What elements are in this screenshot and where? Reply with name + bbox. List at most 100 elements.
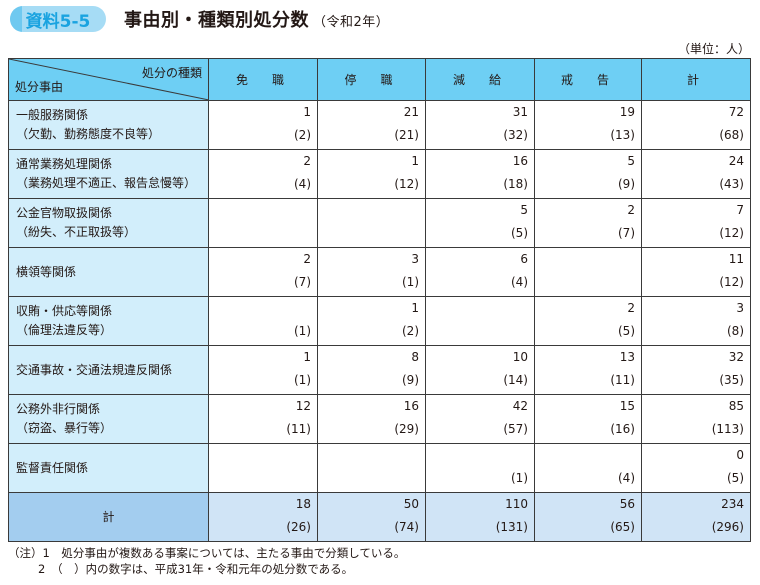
title-row: 資料5-5 事由別・種類別処分数 （令和2年）	[10, 6, 389, 32]
previous-count: (13)	[610, 128, 635, 142]
value-cell: 2 (5)	[534, 296, 642, 346]
value-cell: 5 (9)	[534, 149, 642, 199]
current-count: 32	[728, 350, 744, 364]
previous-count: (113)	[711, 422, 744, 436]
reason-cell: 一般服務関係 （欠勤、勤務態度不良等）	[8, 100, 209, 150]
previous-count: (9)	[618, 177, 635, 191]
current-count	[209, 444, 311, 467]
column-header: 計	[641, 58, 751, 101]
table-row: 公務外非行関係 （窃盗、暴行等） 12 (11) 16 (29) 42 (57) 15 (16) 8…	[8, 394, 751, 444]
reason-cell: 交通事故・交通法規違反関係	[8, 345, 209, 395]
reason-label1: 収賄・供応等関係	[16, 304, 113, 318]
current-count: 3	[411, 252, 419, 266]
value-cell: 1 (2)	[208, 100, 318, 150]
value-cell: 18 (26)	[208, 492, 318, 542]
current-count	[426, 444, 528, 467]
reason-label2: （倫理法違反等）	[16, 323, 113, 337]
reason-cell: 公務外非行関係 （窃盗、暴行等）	[8, 394, 209, 444]
previous-count: (5)	[727, 471, 744, 485]
previous-count: (12)	[719, 275, 744, 289]
value-cell: 7 (12)	[641, 198, 751, 248]
previous-count: (4)	[511, 275, 528, 289]
reason-label1: 交通事故・交通法規違反関係	[16, 362, 173, 377]
current-count	[209, 199, 311, 222]
previous-count: (29)	[394, 422, 419, 436]
table-row: 監督責任関係 (1) (4) 0 (5)	[8, 443, 751, 493]
current-count: 21	[403, 105, 419, 119]
current-count: 16	[512, 154, 528, 168]
previous-count: (2)	[294, 128, 311, 142]
previous-count: (8)	[727, 324, 744, 338]
current-count	[535, 248, 635, 271]
current-count: 11	[728, 252, 744, 266]
reason-cell: 通常業務処理関係 （業務処理不適正、報告怠慢等）	[8, 149, 209, 199]
value-cell: 24 (43)	[641, 149, 751, 199]
footnote-2: 2 （ ）内の数字は、平成31年・令和元年の処分数である。	[38, 562, 354, 576]
current-count	[426, 297, 528, 320]
corner-top-label: 処分の種類	[141, 66, 202, 80]
corner-bottom-label: 処分事由	[15, 80, 64, 94]
previous-count: (1)	[511, 471, 528, 485]
previous-count: (21)	[394, 128, 419, 142]
current-count: 110	[505, 497, 528, 511]
value-cell: (1)	[425, 443, 535, 493]
value-cell: 42 (57)	[425, 394, 535, 444]
previous-count: (4)	[294, 177, 311, 191]
table-row: 横領等関係 2 (7) 3 (1) 6 (4) 11 (12)	[8, 247, 751, 297]
page-title: 事由別・種類別処分数 （令和2年）	[124, 10, 390, 31]
current-count: 56	[619, 497, 635, 511]
current-count: 1	[411, 301, 419, 315]
value-cell: 72 (68)	[641, 100, 751, 150]
previous-count: (14)	[503, 373, 528, 387]
current-count: 31	[512, 105, 528, 119]
previous-count: (43)	[719, 177, 744, 191]
reason-label1: 通常業務処理関係	[16, 157, 113, 171]
previous-count: (68)	[719, 128, 744, 142]
value-cell	[534, 247, 642, 297]
column-header: 減 給	[425, 58, 535, 101]
value-cell: 85 (113)	[641, 394, 751, 444]
reason-label1: 監督責任関係	[16, 460, 89, 475]
value-cell: 8 (9)	[317, 345, 426, 395]
previous-count: (57)	[503, 422, 528, 436]
footnotes: （注）1 処分事由が複数ある事案については、主たる事由で分類している。 2 （ …	[8, 545, 405, 577]
current-count: 1	[303, 105, 311, 119]
total-row: 計 18 (26) 50 (74) 110 (131) 56 (65) 234 (296)	[8, 492, 751, 542]
current-count: 42	[512, 399, 528, 413]
value-cell	[317, 443, 426, 493]
previous-count	[426, 320, 528, 343]
previous-count	[318, 467, 419, 490]
column-header: 戒 告	[534, 58, 642, 101]
previous-count: (12)	[719, 226, 744, 240]
current-count	[535, 444, 635, 467]
previous-count: (9)	[402, 373, 419, 387]
value-cell	[317, 198, 426, 248]
previous-count: (5)	[511, 226, 528, 240]
value-cell: 3 (1)	[317, 247, 426, 297]
previous-count: (2)	[402, 324, 419, 338]
value-cell	[208, 443, 318, 493]
value-cell: (4)	[534, 443, 642, 493]
current-count: 8	[411, 350, 419, 364]
value-cell: 1 (12)	[317, 149, 426, 199]
document-badge: 資料5-5	[10, 6, 106, 32]
current-count: 0	[736, 448, 744, 462]
current-count: 10	[512, 350, 528, 364]
footnote-1: （注）1 処分事由が複数ある事案については、主たる事由で分類している。	[8, 546, 406, 560]
value-cell: 19 (13)	[534, 100, 642, 150]
previous-count: (1)	[294, 373, 311, 387]
current-count: 2	[627, 301, 635, 315]
current-count: 24	[728, 154, 744, 168]
previous-count: (7)	[294, 275, 311, 289]
table-row: 交通事故・交通法規違反関係 1 (1) 8 (9) 10 (14) 13 (11) 32 (35)	[8, 345, 751, 395]
current-count: 85	[728, 399, 744, 413]
previous-count: (26)	[286, 520, 311, 534]
current-count: 234	[721, 497, 744, 511]
reason-label1: 公務外非行関係	[16, 402, 101, 416]
current-count: 2	[303, 154, 311, 168]
previous-count	[209, 467, 311, 490]
value-cell: 1 (2)	[317, 296, 426, 346]
value-cell: 50 (74)	[317, 492, 426, 542]
previous-count: (35)	[719, 373, 744, 387]
current-count: 13	[619, 350, 635, 364]
